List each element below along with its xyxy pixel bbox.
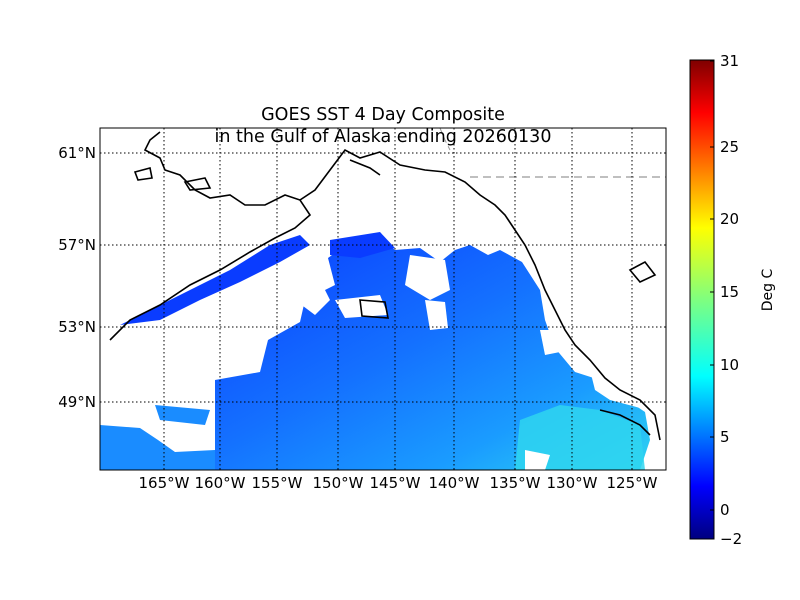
lon-label: 145°W [369, 474, 421, 492]
graticule [100, 128, 666, 470]
colorbar-tick: 25 [720, 138, 740, 156]
lat-label: 53°N [58, 318, 96, 336]
coastline [109, 131, 661, 441]
colorbar-tick: 0 [720, 501, 730, 519]
colorbar-tick: 5 [720, 428, 730, 446]
sst-warm-patch [515, 405, 645, 470]
colorbar-tick: 20 [720, 210, 740, 228]
lon-label: 150°W [312, 474, 364, 492]
lon-label: 165°W [138, 474, 190, 492]
lat-label: 61°N [58, 144, 96, 162]
colorbar-tick: −2 [720, 530, 743, 548]
lon-label: 135°W [489, 474, 541, 492]
map-title: GOES SST 4 Day Composite in the Gulf of … [100, 104, 666, 148]
lon-label: 140°W [428, 474, 480, 492]
colorbar-label: Deg C [760, 268, 776, 312]
colorbar [689, 59, 715, 540]
colorbar-tick: 15 [720, 283, 740, 301]
lon-label: 160°W [194, 474, 246, 492]
colorbar-tick: 31 [720, 52, 740, 70]
colorbar-tick: 10 [720, 356, 740, 374]
cloud-gap [295, 270, 330, 315]
lon-label: 155°W [251, 474, 303, 492]
lat-label: 49°N [58, 393, 96, 411]
title-line-2: in the Gulf of Alaska ending 20260130 [214, 127, 552, 147]
sst-shelf-strip [120, 235, 310, 325]
sst-west-field [100, 425, 215, 470]
lon-label: 130°W [546, 474, 598, 492]
lat-label: 57°N [58, 236, 96, 254]
lon-label: 125°W [606, 474, 658, 492]
title-line-1: GOES SST 4 Day Composite [261, 105, 505, 125]
map-frame [99, 127, 667, 471]
